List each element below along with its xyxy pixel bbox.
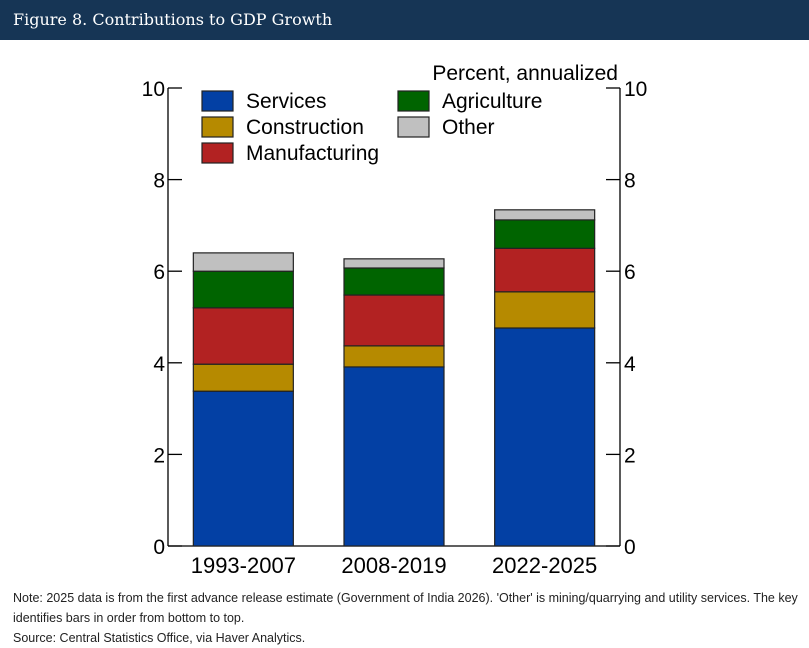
legend-label-agriculture: Agriculture — [442, 90, 542, 113]
y-tick-label-left: 0 — [153, 536, 165, 559]
bar-segment-construction — [494, 291, 596, 329]
bar-segment-agriculture — [343, 267, 445, 296]
y-tick-label-right: 4 — [624, 353, 636, 376]
bars — [192, 209, 596, 547]
source-text: Source: Central Statistics Office, via H… — [13, 631, 306, 645]
bar-segment-manufacturing — [343, 294, 445, 347]
bar-segment-manufacturing — [494, 247, 596, 293]
legend-label-manufacturing: Manufacturing — [246, 142, 379, 165]
note-text: Note: 2025 data is from the first advanc… — [13, 591, 798, 625]
x-tick-label: 2008-2019 — [341, 553, 446, 578]
bar-segment-services — [494, 327, 596, 547]
y-tick-label-left: 6 — [153, 261, 165, 284]
bar-segment-other — [343, 258, 445, 269]
bar-segment-agriculture — [494, 219, 596, 249]
y-tick-label-right: 2 — [624, 444, 636, 467]
legend-swatch-agriculture — [397, 90, 430, 112]
bar-segment-services — [343, 366, 445, 547]
bar-segment-services — [192, 390, 294, 547]
legend-swatch-construction — [201, 116, 234, 138]
bar-segment-manufacturing — [192, 307, 294, 365]
y-tick-label-right: 8 — [624, 170, 636, 193]
y-tick-label-left: 8 — [153, 170, 165, 193]
bar-segment-other — [494, 209, 596, 221]
y-tick-label-left: 4 — [153, 353, 165, 376]
figure-title: Figure 8. Contributions to GDP Growth — [0, 0, 809, 40]
bar-segment-construction — [192, 363, 294, 392]
unit-label: Percent, annualized — [432, 62, 618, 85]
bar-segment-construction — [343, 345, 445, 368]
y-tick-label-right: 0 — [624, 536, 636, 559]
legend-label-construction: Construction — [246, 116, 364, 139]
legend: Services Construction Manufacturing Agricul… — [201, 90, 542, 165]
legend-swatch-other — [397, 116, 430, 138]
axes: 0 0 2 2 4 4 6 6 8 8 10 10 1993-2007 2008-2019 2022-202… — [142, 78, 648, 578]
x-tick-label: 1993-2007 — [191, 553, 296, 578]
y-tick-label-right: 10 — [624, 78, 647, 101]
stacked-bar-chart: 0 0 2 2 4 4 6 6 8 8 10 10 1993-2007 2008-2019 2022-202… — [142, 62, 648, 578]
y-tick-label-left: 2 — [153, 444, 165, 467]
legend-swatch-services — [201, 90, 234, 112]
notes: Note: 2025 data is from the first advanc… — [13, 588, 803, 648]
legend-swatch-manufacturing — [201, 142, 234, 164]
y-tick-label-right: 6 — [624, 261, 636, 284]
bar-segment-other — [192, 252, 294, 272]
legend-label-services: Services — [246, 90, 327, 113]
bar-segment-agriculture — [192, 270, 294, 309]
legend-label-other: Other — [442, 116, 495, 139]
y-tick-label-left: 10 — [142, 78, 165, 101]
x-tick-label: 2022-2025 — [492, 553, 597, 578]
